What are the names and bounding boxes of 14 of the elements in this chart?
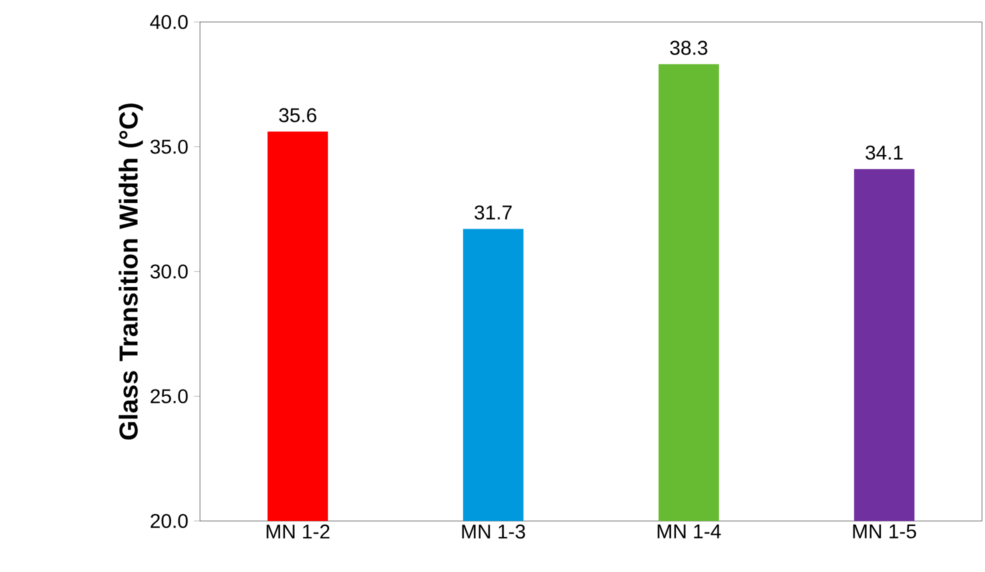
y-tick-label: 40.0	[150, 14, 188, 30]
y-tick-label: 25.0	[150, 389, 188, 404]
data-label: 35.6	[279, 108, 316, 122]
x-tick-label: MN 1-3	[462, 524, 526, 539]
y-axis-title: Glass Transition Width (°C)	[118, 104, 143, 440]
x-tick-label: MN 1-4	[658, 524, 721, 538]
data-label: 38.3	[670, 40, 708, 55]
y-tick-label: 35.0	[150, 140, 188, 154]
x-tick-label: MN 1-2	[266, 524, 330, 538]
data-label: 34.1	[866, 146, 903, 160]
x-tick-label: MN 1-5	[853, 524, 916, 538]
y-tick-label: 20.0	[150, 514, 188, 528]
data-label: 31.7	[474, 205, 512, 220]
y-tick-label: 30.0	[150, 264, 188, 279]
